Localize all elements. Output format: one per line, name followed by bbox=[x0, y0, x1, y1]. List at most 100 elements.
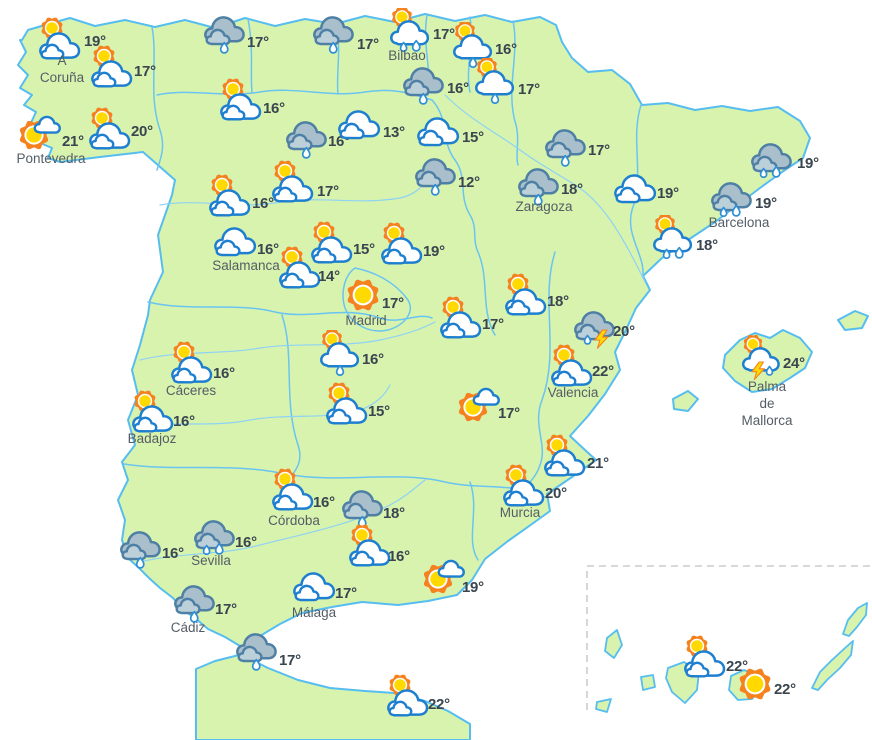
city-label: A Coruña bbox=[39, 53, 85, 85]
partly-cloudy-icon bbox=[272, 160, 314, 203]
temperature-label: 17° bbox=[215, 601, 237, 618]
temperature-label: 16° bbox=[447, 80, 469, 97]
temperature-label: 16° bbox=[263, 100, 285, 117]
cloudy-icon bbox=[293, 572, 336, 602]
city-label: Cáceres bbox=[165, 383, 217, 398]
temperature-label: 17° bbox=[498, 405, 520, 422]
partly-cloudy-icon bbox=[505, 273, 547, 316]
rain-2-icon bbox=[194, 520, 235, 556]
temperature-label: 22° bbox=[774, 681, 796, 698]
temperature-label: 17° bbox=[382, 295, 404, 312]
temperature-label: 16° bbox=[173, 413, 195, 430]
partly-cloudy-icon bbox=[220, 78, 262, 121]
city-label: Zaragoza bbox=[515, 199, 573, 214]
canary-inset-border bbox=[586, 565, 872, 710]
temperature-label: 15° bbox=[368, 403, 390, 420]
temperature-label: 17° bbox=[433, 26, 455, 43]
sunny-icon bbox=[347, 279, 379, 311]
la-palma-island bbox=[604, 629, 623, 659]
temperature-label: 18° bbox=[561, 181, 583, 198]
temperature-label: 16° bbox=[495, 41, 517, 58]
temperature-label: 18° bbox=[383, 505, 405, 522]
rain-icon bbox=[415, 158, 456, 196]
partly-cloudy-rain-icon bbox=[453, 22, 493, 69]
partly-cloudy-icon bbox=[544, 434, 586, 477]
sunny-icon bbox=[739, 668, 771, 700]
temperature-label: 20° bbox=[613, 323, 635, 340]
partly-cloudy-icon bbox=[684, 635, 726, 678]
temperature-label: 15° bbox=[353, 241, 375, 258]
partly-cloudy-rain-2-icon bbox=[653, 215, 693, 260]
temperature-label: 17° bbox=[134, 63, 156, 80]
partly-cloudy-icon bbox=[272, 468, 314, 511]
la-gomera-island bbox=[640, 674, 656, 691]
city-label: Sevilla bbox=[191, 553, 231, 568]
storm-icon bbox=[574, 311, 615, 349]
rain-icon bbox=[120, 531, 161, 569]
cloudy-icon bbox=[338, 110, 381, 140]
rain-icon bbox=[518, 168, 559, 206]
temperature-label: 16° bbox=[252, 195, 274, 212]
partly-cloudy-icon bbox=[387, 674, 429, 717]
temperature-label: 12° bbox=[458, 174, 480, 191]
partly-cloudy-icon bbox=[132, 390, 174, 433]
temperature-label: 16° bbox=[162, 545, 184, 562]
cloudy-icon bbox=[417, 117, 460, 147]
partly-cloudy-icon bbox=[326, 382, 368, 425]
temperature-label: 17° bbox=[357, 36, 379, 53]
city-label: Barcelona bbox=[708, 215, 770, 230]
temperature-label: 15° bbox=[462, 129, 484, 146]
temperature-label: 21° bbox=[587, 455, 609, 472]
partly-cloudy-rain-2-icon bbox=[390, 8, 430, 53]
temperature-label: 14° bbox=[318, 268, 340, 285]
temperature-label: 18° bbox=[547, 293, 569, 310]
temperature-label: 17° bbox=[317, 183, 339, 200]
temperature-label: 22° bbox=[592, 363, 614, 380]
temperature-label: 17° bbox=[588, 142, 610, 159]
partly-cloudy-icon bbox=[91, 45, 133, 88]
temperature-label: 19° bbox=[462, 579, 484, 596]
temperature-label: 13° bbox=[383, 124, 405, 141]
temperature-label: 19° bbox=[657, 185, 679, 202]
mostly-sunny-icon bbox=[458, 387, 500, 422]
city-label: Pontevedra bbox=[16, 151, 86, 166]
city-label: Málaga bbox=[291, 605, 337, 620]
temperature-label: 24° bbox=[783, 355, 805, 372]
temperature-label: 17° bbox=[482, 316, 504, 333]
menorca-island bbox=[837, 310, 869, 331]
temperature-label: 16° bbox=[362, 351, 384, 368]
temperature-label: 16° bbox=[388, 548, 410, 565]
city-label: Bilbao bbox=[388, 48, 426, 63]
rain-icon bbox=[236, 633, 277, 671]
rain-icon bbox=[286, 121, 327, 159]
partly-cloudy-rain-icon bbox=[320, 330, 360, 377]
fuerteventura-island bbox=[811, 640, 854, 691]
temperature-label: 16° bbox=[313, 494, 335, 511]
temperature-label: 16° bbox=[213, 365, 235, 382]
mainland-spain bbox=[17, 13, 811, 651]
partly-cloudy-rain-icon bbox=[475, 58, 515, 105]
temperature-label: 17° bbox=[247, 34, 269, 51]
city-label: Córdoba bbox=[268, 513, 320, 528]
city-label: Salamanca bbox=[212, 258, 280, 273]
ibiza-island bbox=[672, 390, 699, 412]
partly-cloudy-icon bbox=[311, 221, 353, 264]
temperature-label: 17° bbox=[279, 652, 301, 669]
temperature-label: 16° bbox=[257, 241, 279, 258]
lanzarote-island bbox=[842, 602, 868, 637]
mostly-sunny-icon bbox=[19, 115, 61, 150]
partly-cloudy-icon bbox=[89, 107, 131, 150]
city-label: Valencia bbox=[547, 385, 599, 400]
temperature-label: 21° bbox=[62, 133, 84, 150]
temperature-label: 20° bbox=[545, 485, 567, 502]
rain-icon bbox=[313, 16, 354, 54]
partly-cloudy-icon bbox=[551, 344, 593, 387]
city-label: Madrid bbox=[345, 313, 387, 328]
city-label: Palma de Mallorca bbox=[741, 379, 793, 428]
temperature-label: 22° bbox=[726, 658, 748, 675]
rain-icon bbox=[342, 490, 383, 528]
rain-icon bbox=[545, 129, 586, 167]
partly-cloudy-icon bbox=[171, 341, 213, 384]
temperature-label: 19° bbox=[755, 195, 777, 212]
